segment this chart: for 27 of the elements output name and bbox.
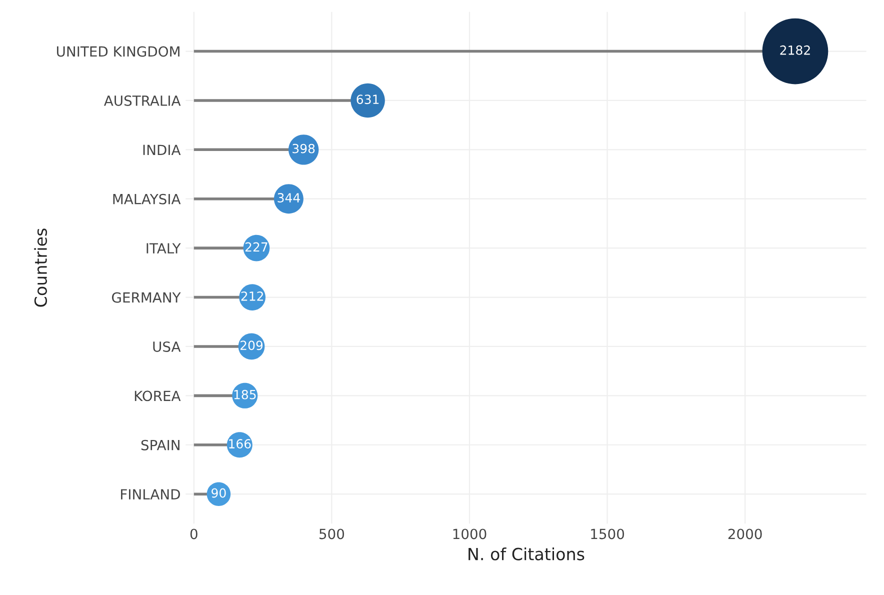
y-tick-label: AUSTRALIA [104,95,181,106]
y-tick-label: GERMANY [112,292,181,303]
x-tick-label: 0 [190,528,198,540]
x-tick-label: 1500 [591,528,624,540]
x-tick-label: 1000 [453,528,486,540]
data-label: 344 [278,193,300,202]
y-tick-label: SPAIN [141,440,180,450]
y-tick-label: INDIA [143,144,181,155]
data-label: 166 [229,439,251,449]
data-label: 631 [356,94,379,104]
data-label: 227 [245,242,268,252]
data-label: 209 [240,340,263,350]
x-tick-label: 2000 [728,528,762,540]
y-tick-label: KOREA [134,390,181,402]
x-axis-title: N. of Citations [468,547,584,560]
y-tick-label: UNITED KINGDOM [56,46,180,57]
data-label: 185 [234,390,256,400]
y-axis-title: Countries [34,228,48,307]
y-tick-label: FINLAND [121,489,180,500]
data-label: 212 [241,291,264,301]
data-label: 2182 [780,45,810,55]
data-label: 398 [292,144,315,154]
y-tick-label: MALAYSIA [113,194,181,204]
data-label: 90 [212,488,226,498]
x-tick-label: 500 [320,528,344,540]
y-tick-label: USA [153,341,181,352]
y-tick-label: ITALY [146,243,181,254]
